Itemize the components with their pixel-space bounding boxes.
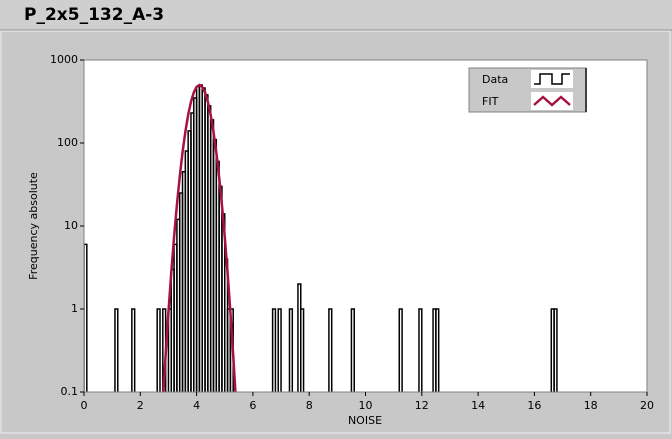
histogram-bin bbox=[288, 308, 294, 392]
x-tick-label: 16 bbox=[527, 399, 541, 412]
x-tick-label: 8 bbox=[306, 399, 313, 412]
title-bar bbox=[0, 0, 672, 30]
x-tick-label: 6 bbox=[249, 399, 256, 412]
histogram-bin bbox=[277, 308, 282, 392]
histogram-bin bbox=[553, 308, 558, 392]
histogram-bin bbox=[418, 308, 423, 392]
legend-swatch-bg bbox=[531, 92, 573, 110]
histogram-bin bbox=[131, 308, 136, 392]
histogram-bin bbox=[435, 308, 440, 392]
histogram-bin bbox=[328, 308, 333, 392]
x-tick-label: 2 bbox=[137, 399, 144, 412]
y-tick-label: 10 bbox=[64, 219, 78, 232]
histogram-bin bbox=[84, 243, 88, 392]
plot-area bbox=[84, 60, 647, 392]
legend-swatch bbox=[534, 73, 570, 85]
histogram-bin bbox=[300, 308, 305, 392]
x-tick-label: 12 bbox=[415, 399, 429, 412]
histogram-bin bbox=[398, 308, 403, 392]
x-tick-label: 14 bbox=[471, 399, 485, 412]
fit-line bbox=[162, 83, 237, 392]
histogram-bin bbox=[271, 308, 277, 392]
histogram-bin bbox=[114, 308, 119, 392]
legend-label: FIT bbox=[482, 95, 499, 108]
histogram-bin bbox=[156, 308, 161, 392]
y-axis-label: Frequency absolute bbox=[27, 172, 40, 280]
y-tick-label: 100 bbox=[57, 136, 78, 149]
y-tick-label: 1 bbox=[71, 302, 78, 315]
chart-title: P_2x5_132_A-3 bbox=[24, 5, 164, 25]
legend-swatch bbox=[533, 95, 571, 107]
legend-label: Data bbox=[482, 73, 508, 86]
histogram-bin bbox=[350, 308, 355, 392]
x-tick-label: 0 bbox=[81, 399, 88, 412]
y-tick-label: 0.1 bbox=[61, 385, 79, 398]
x-tick-label: 10 bbox=[359, 399, 373, 412]
plot-marks bbox=[84, 83, 558, 392]
x-axis-label: NOISE bbox=[348, 414, 382, 427]
x-tick-label: 18 bbox=[584, 399, 598, 412]
y-tick-label: 1000 bbox=[50, 53, 78, 66]
x-tick-label: 20 bbox=[640, 399, 654, 412]
x-tick-label: 4 bbox=[193, 399, 200, 412]
